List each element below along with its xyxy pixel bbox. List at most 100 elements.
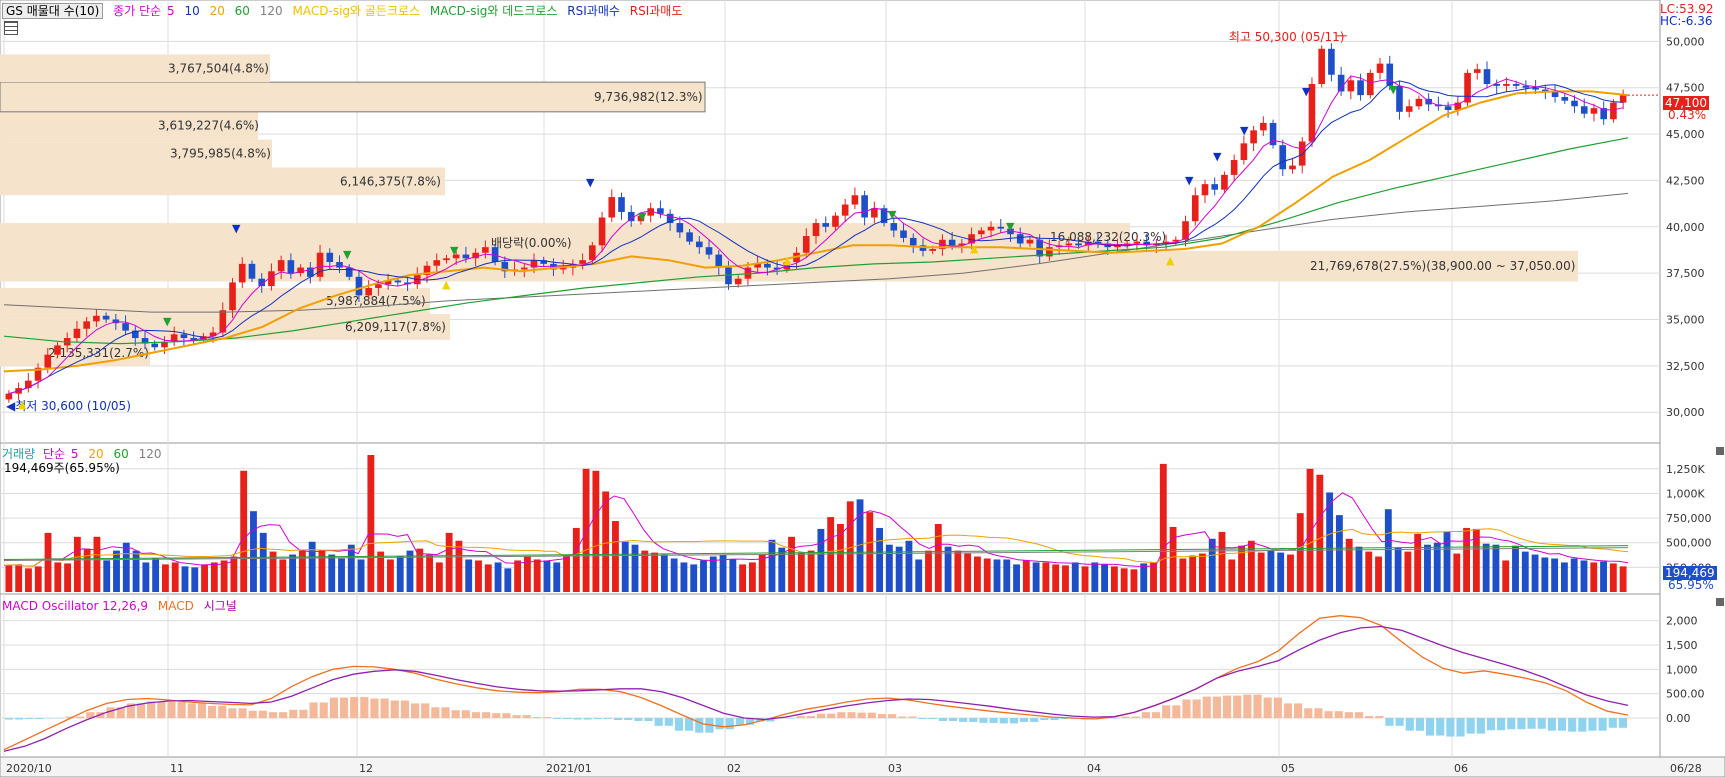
macd-oscillator-bar	[289, 709, 298, 719]
candle	[1522, 85, 1530, 88]
candle	[452, 254, 460, 259]
volume-profile-label: 6,209,117(7.8%)	[345, 320, 446, 334]
macd-oscillator-bar	[431, 707, 440, 719]
candle	[1444, 106, 1452, 110]
volume-bar	[729, 559, 737, 592]
volume-bar	[1130, 569, 1138, 592]
volume-bar	[993, 559, 1001, 592]
macd-oscillator-bar	[1020, 718, 1029, 722]
macd-oscillator-bar	[959, 718, 968, 722]
volume-bar	[1521, 551, 1529, 592]
volume-bar	[161, 564, 169, 592]
volume-bar	[1013, 564, 1020, 592]
volume-bar	[132, 550, 140, 592]
volume-bar	[318, 550, 326, 592]
volume-bar	[484, 564, 492, 592]
volume-ma5-line	[3, 492, 1629, 567]
volume-bar	[1463, 527, 1471, 592]
price-tick-label: 45,000	[1666, 128, 1705, 141]
macd-oscillator-bar	[1253, 694, 1262, 719]
signal-marker-icon: ▼	[450, 244, 459, 257]
price-tick-label: 35,000	[1666, 313, 1705, 326]
candle	[559, 267, 567, 270]
macd-oscillator-bar	[1354, 712, 1364, 719]
macd-osc-label: MACD Oscillator 12,26,9	[2, 599, 149, 613]
chart-title[interactable]: GS 매물대 수(10)	[2, 3, 104, 19]
signal-marker-icon: ▲	[1166, 254, 1175, 267]
candle	[44, 354, 52, 368]
candle	[987, 226, 995, 231]
signal-marker-icon: ▲	[18, 398, 27, 411]
macd-oscillator-bar	[1162, 705, 1171, 719]
volume-bar	[1609, 563, 1617, 592]
candle	[462, 254, 470, 259]
macd-oscillator-bar	[268, 712, 278, 719]
volume-bar	[191, 567, 199, 592]
candle	[725, 267, 732, 285]
volume-bar	[328, 554, 336, 592]
macd-oscillator-bar	[1131, 716, 1140, 719]
macd-oscillator-bar	[664, 718, 673, 726]
volume-ma60-line	[3, 545, 1629, 560]
candle	[161, 341, 168, 348]
macd-oscillator-bar	[512, 715, 521, 719]
candle	[589, 245, 596, 261]
volume-bar	[1541, 557, 1549, 592]
macd-oscillator-bar	[1263, 697, 1272, 719]
volume-profile-bar	[0, 139, 272, 168]
macd-oscillator-bar	[1030, 718, 1039, 722]
macd-oscillator-bar	[593, 718, 602, 720]
volume-bar	[475, 560, 482, 592]
vol-ma20: 20	[88, 447, 104, 461]
macd-oscillator-bar	[1283, 703, 1293, 719]
macd-oscillator-bar	[948, 718, 958, 721]
ma20-line	[3, 90, 1629, 373]
volume-bar	[1580, 560, 1588, 592]
volume-bar	[1081, 566, 1089, 592]
macd-oscillator-bar	[654, 718, 663, 726]
volume-bar	[582, 468, 590, 592]
price-tick-label: 32,500	[1666, 360, 1705, 373]
volume-bar	[1394, 547, 1402, 592]
date-tick-label: 12	[359, 762, 373, 775]
macd-oscillator-bar	[451, 710, 460, 719]
macd-oscillator-bar	[228, 708, 237, 719]
volume-bar	[396, 556, 404, 592]
volume-bar	[944, 546, 952, 592]
volume-bar	[1140, 563, 1148, 592]
volume-bar	[1150, 562, 1157, 592]
candle	[705, 247, 713, 255]
volume-bar	[1267, 550, 1275, 592]
candle	[122, 323, 129, 331]
candle	[764, 263, 771, 268]
volume-profile-label: 3,795,985(4.8%)	[170, 147, 271, 161]
candle	[909, 237, 917, 246]
macd-oscillator-bar	[1395, 718, 1404, 726]
candle	[219, 310, 227, 333]
candle	[1357, 80, 1364, 96]
candle	[1512, 84, 1520, 86]
golden-cross-label: MACD-sig와 골든크로스	[292, 4, 421, 18]
candle	[958, 243, 966, 246]
macd-legend: MACD Oscillator 12,26,9 MACD 시그널	[2, 597, 243, 614]
candle	[1493, 84, 1501, 86]
macd-oscillator-bar	[1294, 703, 1303, 719]
main-legend: GS 매물대 수(10) 종가 단순 5 10 20 60 120 MACD-s…	[2, 2, 688, 19]
candle	[550, 263, 557, 270]
macd-oscillator-bar	[1223, 695, 1232, 719]
candle	[1036, 239, 1043, 257]
candle	[1260, 122, 1267, 131]
candle	[365, 287, 372, 296]
volume-bar	[1022, 560, 1030, 592]
volume-bar	[563, 554, 570, 592]
candle	[472, 252, 479, 259]
table-icon[interactable]	[4, 21, 18, 35]
candle	[238, 263, 246, 283]
volume-bar	[1433, 542, 1441, 592]
candle	[1046, 247, 1053, 257]
volume-bar	[1159, 463, 1167, 592]
candle	[1347, 80, 1355, 92]
macd-oscillator-bar	[806, 716, 815, 719]
candle	[287, 260, 295, 274]
volume-bar	[690, 564, 698, 592]
